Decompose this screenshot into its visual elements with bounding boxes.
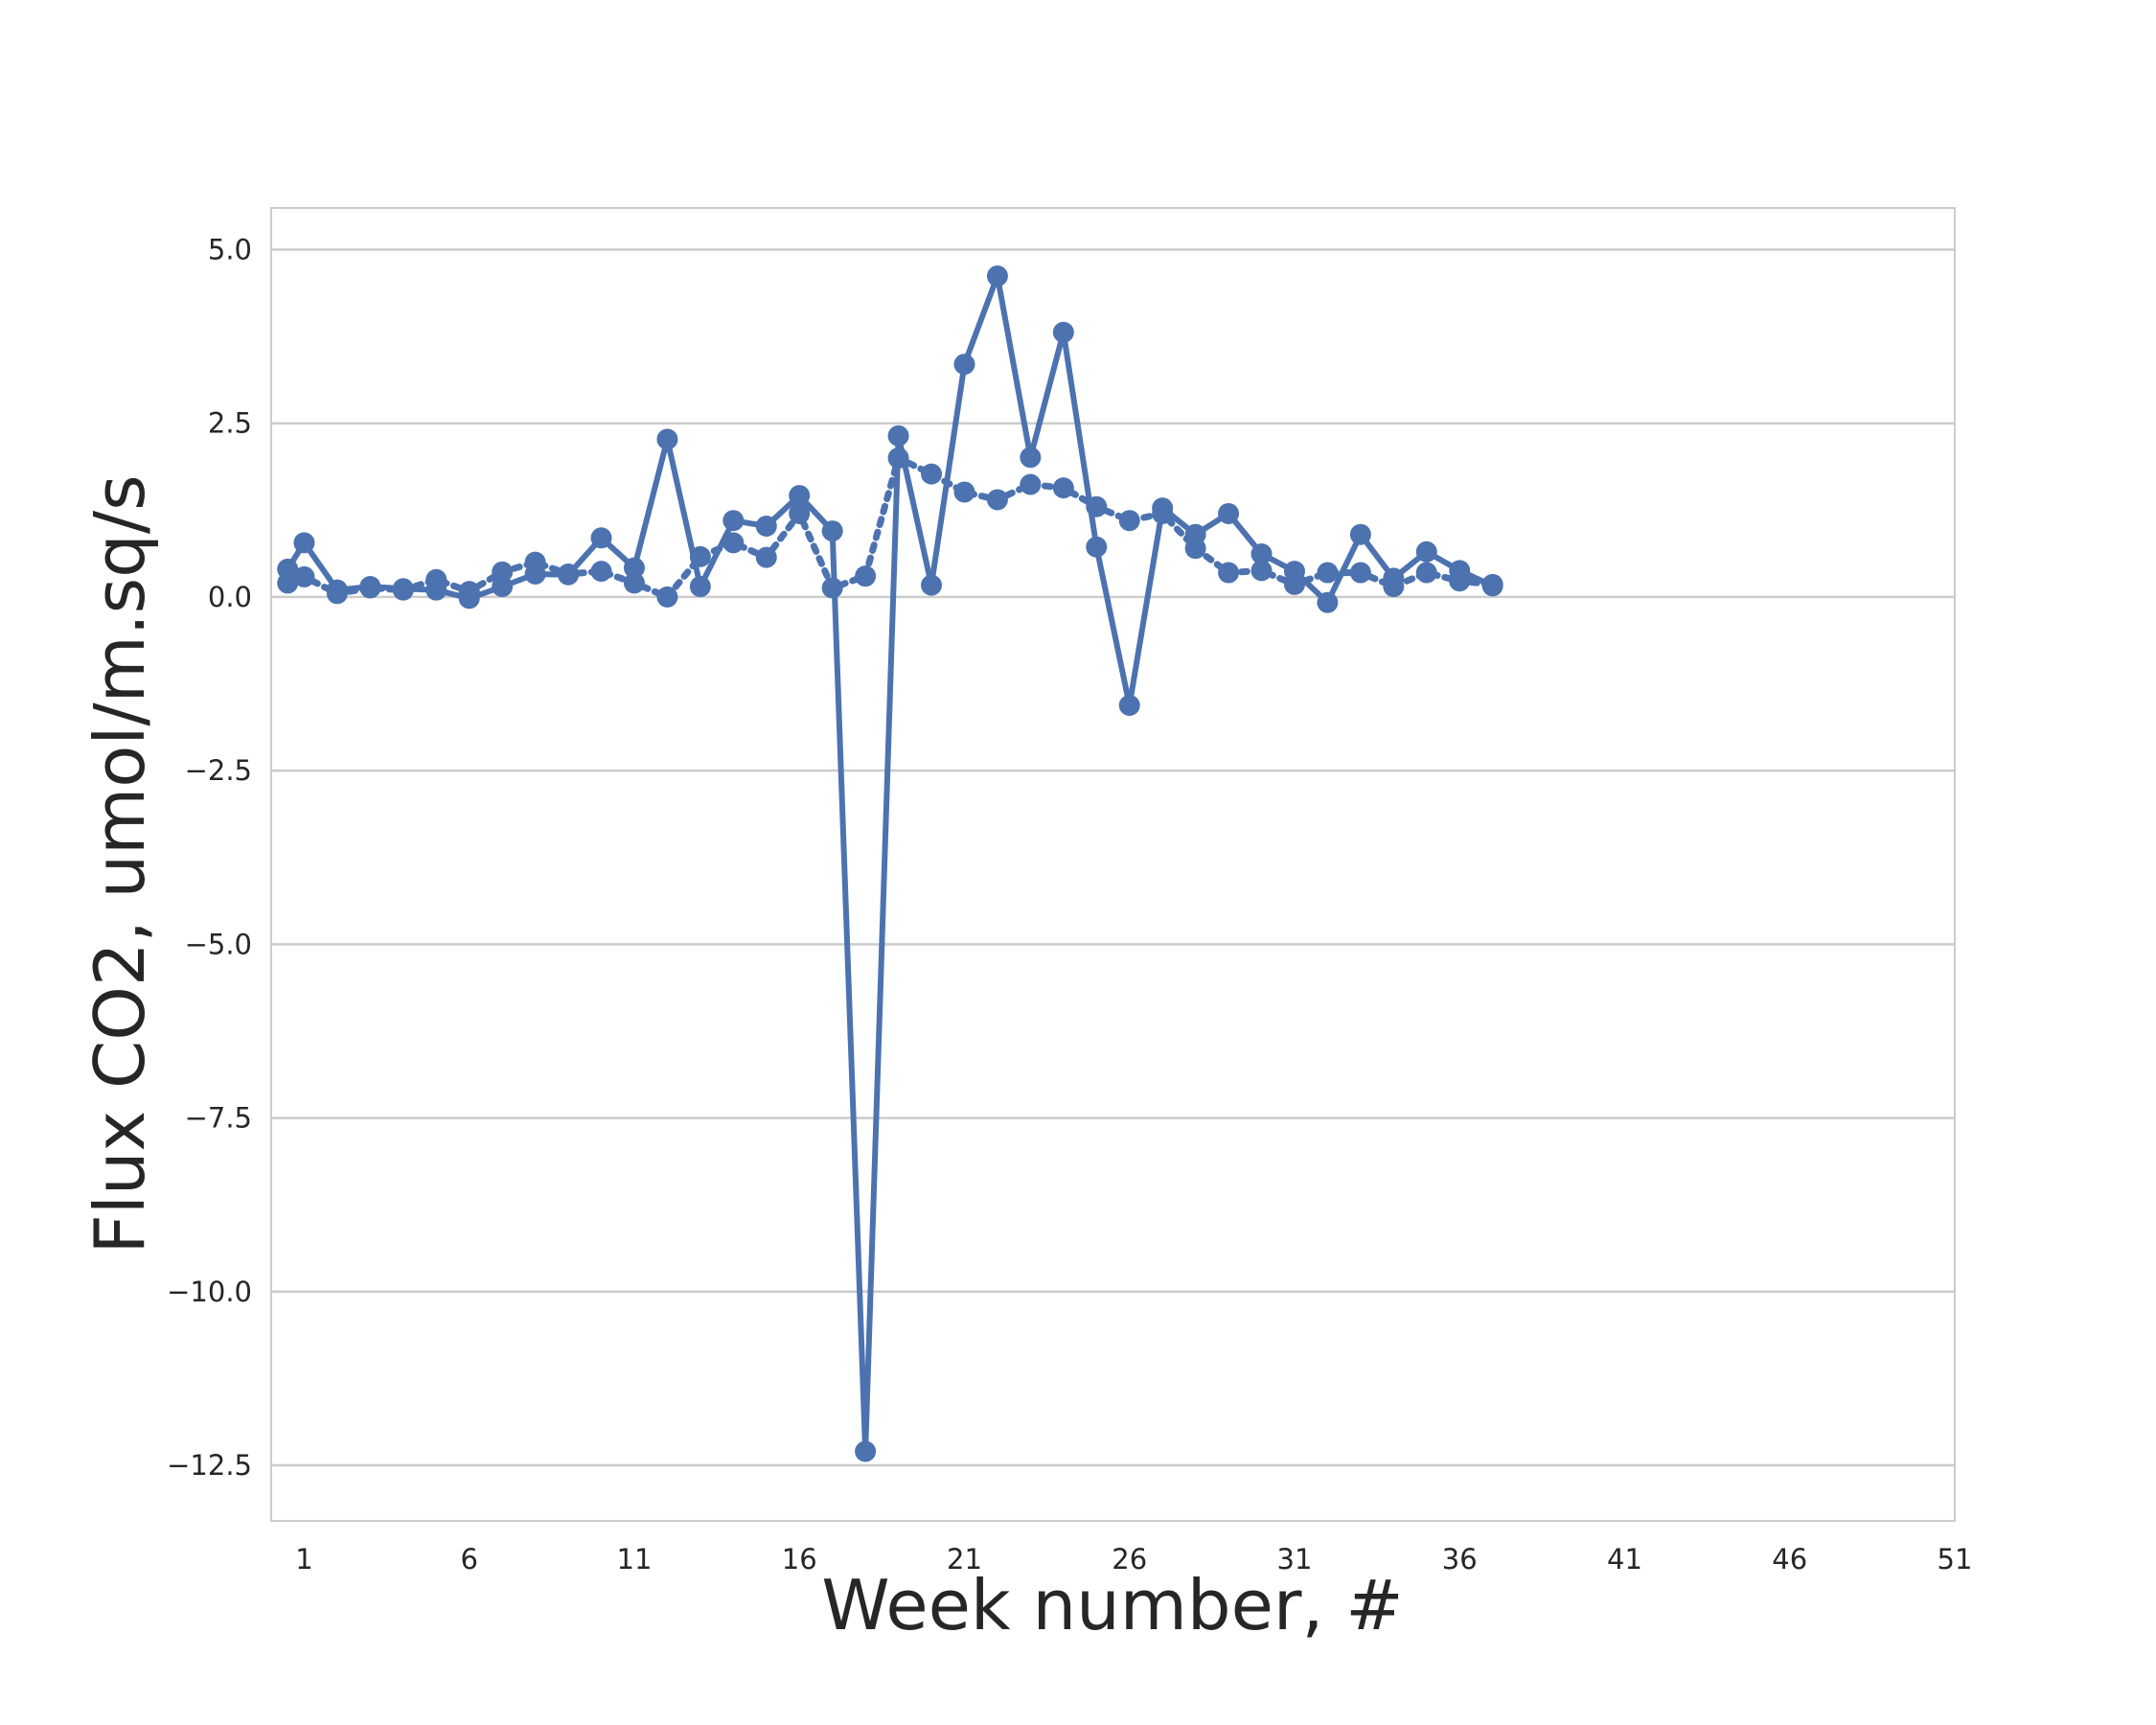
data-point-dotted bbox=[921, 463, 943, 485]
data-point-solid bbox=[1152, 497, 1174, 519]
data-point-solid bbox=[590, 527, 612, 549]
data-point-solid bbox=[755, 515, 777, 537]
data-point-dotted bbox=[1415, 562, 1437, 584]
y-tick-label: −5.0 bbox=[185, 928, 252, 960]
data-point-solid bbox=[558, 564, 580, 586]
data-point-dotted bbox=[1218, 562, 1240, 584]
data-point-dotted bbox=[492, 561, 514, 583]
x-tick-label: 1 bbox=[295, 1543, 312, 1576]
x-tick-label: 6 bbox=[460, 1543, 477, 1576]
data-point-solid bbox=[1317, 591, 1339, 613]
series-line-dotted bbox=[284, 454, 1497, 601]
y-axis-label: Flux CO2, umol/m.sq/s bbox=[80, 474, 160, 1254]
data-point-solid bbox=[1349, 523, 1371, 545]
data-point-solid bbox=[277, 558, 299, 580]
data-point-solid bbox=[1218, 502, 1240, 524]
grid-lines bbox=[271, 248, 1955, 1467]
y-tick-label: −2.5 bbox=[185, 754, 252, 787]
x-tick-label: 51 bbox=[1938, 1543, 1973, 1576]
data-point-solid bbox=[953, 354, 975, 376]
data-point-dotted bbox=[855, 565, 877, 587]
data-point-solid bbox=[492, 576, 514, 598]
data-point-solid bbox=[855, 1440, 877, 1462]
data-point-dotted bbox=[623, 572, 645, 594]
data-point-dotted bbox=[1317, 562, 1339, 584]
data-point-dotted bbox=[755, 546, 777, 568]
data-point-solid bbox=[887, 425, 909, 447]
data-point-solid bbox=[458, 587, 480, 610]
x-axis-label: Week number, # bbox=[821, 1565, 1403, 1645]
data-point-solid bbox=[656, 428, 678, 450]
y-tick-label: 0.0 bbox=[208, 581, 252, 613]
data-point-solid bbox=[1383, 567, 1405, 589]
data-point-dotted bbox=[1250, 560, 1273, 582]
y-tick-label: 2.5 bbox=[208, 407, 252, 440]
data-point-solid bbox=[392, 578, 414, 600]
x-tick-label: 36 bbox=[1442, 1543, 1478, 1576]
data-point-dotted bbox=[1118, 510, 1140, 532]
data-point-dotted bbox=[293, 565, 315, 587]
data-point-solid bbox=[1250, 542, 1273, 564]
data-point-solid bbox=[722, 510, 745, 532]
y-tick-labels: 5.0 2.5 0.0 −2.5 −5.0 −7.5 −10.0 −12.5 bbox=[167, 233, 252, 1482]
x-tick-label: 26 bbox=[1112, 1543, 1147, 1576]
data-point-solid bbox=[524, 564, 546, 586]
data-point-solid bbox=[1481, 575, 1503, 597]
x-tick-label: 11 bbox=[617, 1543, 653, 1576]
y-tick-label: 5.0 bbox=[208, 233, 252, 265]
data-point-solid bbox=[425, 579, 447, 601]
y-tick-label: −7.5 bbox=[185, 1102, 252, 1135]
data-point-solid bbox=[921, 574, 943, 596]
plot-area bbox=[270, 207, 1956, 1522]
data-point-solid bbox=[1118, 695, 1140, 717]
x-tick-label: 16 bbox=[782, 1543, 817, 1576]
data-point-solid bbox=[821, 520, 843, 542]
data-point-solid bbox=[1449, 560, 1471, 582]
data-point-solid bbox=[986, 265, 1008, 288]
data-point-solid bbox=[789, 485, 811, 507]
data-point-solid bbox=[1020, 447, 1042, 469]
data-point-dotted bbox=[986, 489, 1008, 511]
x-tick-label: 41 bbox=[1607, 1543, 1642, 1576]
data-point-solid bbox=[293, 532, 315, 554]
data-point-dotted bbox=[1349, 562, 1371, 584]
x-tick-label: 31 bbox=[1277, 1543, 1313, 1576]
data-point-solid bbox=[1052, 321, 1074, 343]
data-point-dotted bbox=[789, 502, 811, 524]
data-point-solid bbox=[1086, 536, 1108, 558]
data-point-dotted bbox=[656, 586, 678, 608]
data-point-solid bbox=[1283, 561, 1305, 583]
x-tick-label: 21 bbox=[947, 1543, 982, 1576]
data-point-solid bbox=[689, 576, 711, 598]
y-tick-label: −10.0 bbox=[167, 1276, 252, 1308]
x-tick-labels: 1 6 11 16 21 26 31 36 41 46 51 bbox=[295, 1543, 1972, 1576]
data-point-dotted bbox=[953, 481, 975, 503]
data-point-solid bbox=[623, 557, 645, 579]
data-point-solid bbox=[359, 576, 381, 598]
x-tick-label: 46 bbox=[1772, 1543, 1807, 1576]
data-point-solid bbox=[1415, 540, 1437, 563]
series-layer bbox=[277, 265, 1503, 1462]
data-point-dotted bbox=[1020, 473, 1042, 495]
data-point-dotted bbox=[590, 561, 612, 583]
data-point-solid bbox=[326, 579, 348, 601]
y-tick-label: −12.5 bbox=[167, 1449, 252, 1482]
data-point-dotted bbox=[1052, 477, 1074, 499]
data-point-solid bbox=[1184, 523, 1206, 545]
